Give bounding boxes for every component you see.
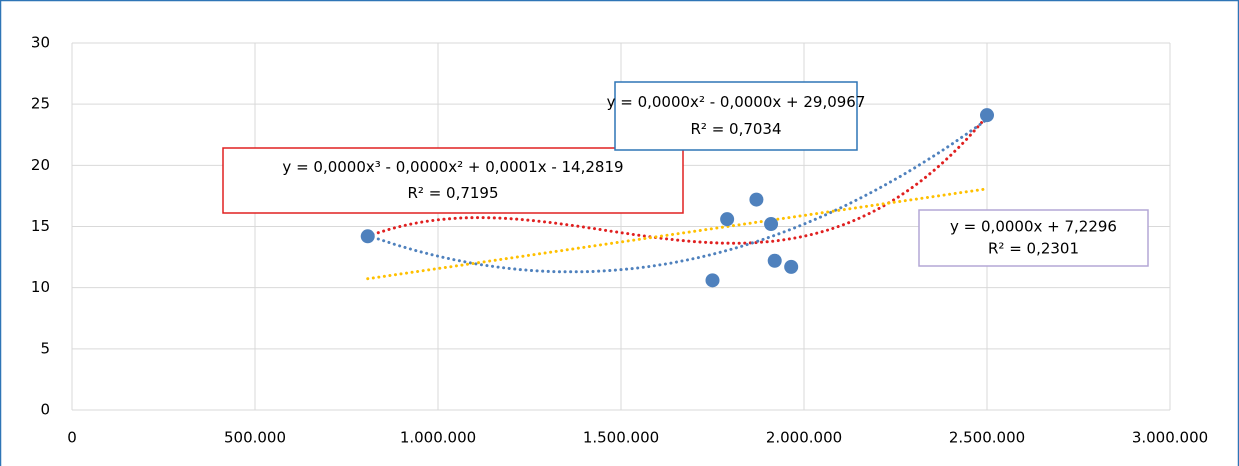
trendline [366,117,989,274]
data-point [705,273,720,288]
y-tick-label: 15 [31,217,50,235]
x-tick-label: 1.000.000 [400,429,476,447]
equation-label: y = 0,0000x³ - 0,0000x² + 0,0001x - 14,2… [282,158,623,176]
x-tick-label: 1.500.000 [583,429,659,447]
x-tick-label: 3.000.000 [1132,429,1208,447]
y-tick-label: 25 [31,95,50,113]
equation-label: y = 0,0000x + 7,2296 [950,217,1117,235]
equation-label: R² = 0,7034 [690,120,781,138]
x-tick-label: 0 [67,429,77,447]
y-tick-label: 20 [31,156,50,174]
equation-label: R² = 0,7195 [407,184,498,202]
x-tick-label: 500.000 [224,429,286,447]
data-point [784,259,799,274]
x-tick-label: 2.000.000 [766,429,842,447]
data-point [767,253,782,268]
x-tick-label: 2.500.000 [949,429,1025,447]
equation-label: R² = 0,2301 [988,240,1079,258]
trendline [366,187,989,281]
equation-box [222,147,684,214]
equation-box [614,81,858,151]
data-point [764,217,779,232]
equation-box [918,209,1149,267]
data-point [980,108,994,123]
equation-label: y = 0,0000x² - 0,0000x + 29,0967 [607,93,866,111]
data-point [749,192,764,207]
trendline [366,114,989,245]
y-tick-label: 0 [40,401,50,419]
y-tick-label: 5 [40,339,50,357]
data-point [720,212,735,227]
y-tick-label: 30 [31,34,50,52]
y-tick-label: 10 [31,278,50,296]
data-point [360,229,375,244]
